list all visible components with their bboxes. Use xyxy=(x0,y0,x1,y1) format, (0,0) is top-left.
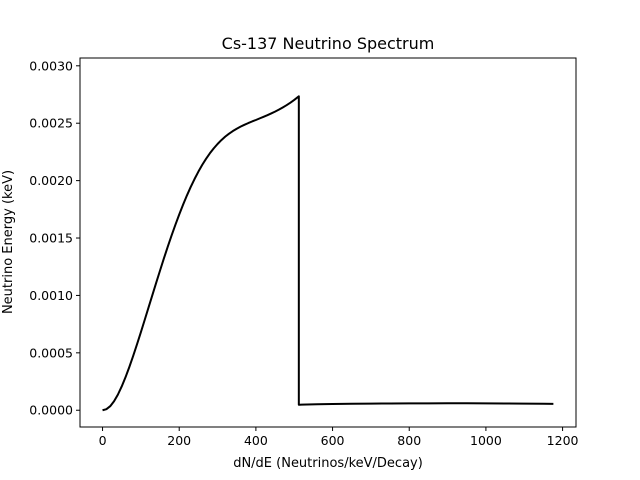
series-layer xyxy=(102,95,554,412)
y-axis-label: Neutrino Energy (keV) xyxy=(1,170,16,314)
series-line-0 xyxy=(102,95,554,412)
y-axis-ticks: 0.0000 0.0005 0.0010 0.0015 0.0020 0.0025 0.00… xyxy=(29,58,80,418)
y-tick-label: 0.0005 xyxy=(29,345,73,360)
y-tick-label: 0.0010 xyxy=(29,288,73,303)
x-tick-label: 0 xyxy=(99,433,107,448)
x-tick-label: 1000 xyxy=(470,433,502,448)
y-tick-label: 0.0030 xyxy=(29,58,73,73)
plot-frame xyxy=(79,57,577,428)
y-tick-label: 0.0020 xyxy=(29,173,73,188)
x-tick-label: 1200 xyxy=(547,433,579,448)
x-tick-label: 400 xyxy=(244,433,268,448)
y-tick-label: 0.0000 xyxy=(29,403,73,418)
x-axis-ticks: 0 200 400 600 800 1000 1200 xyxy=(99,427,579,448)
y-tick-label: 0.0025 xyxy=(29,116,73,131)
x-axis-label: dN/dE (Neutrinos/keV/Decay) xyxy=(233,456,423,471)
y-tick-label: 0.0015 xyxy=(29,231,73,246)
x-tick-label: 200 xyxy=(167,433,191,448)
x-tick-label: 600 xyxy=(321,433,345,448)
plot-area xyxy=(80,58,576,427)
chart-title: Cs-137 Neutrino Spectrum xyxy=(222,34,435,53)
x-tick-label: 800 xyxy=(397,433,421,448)
